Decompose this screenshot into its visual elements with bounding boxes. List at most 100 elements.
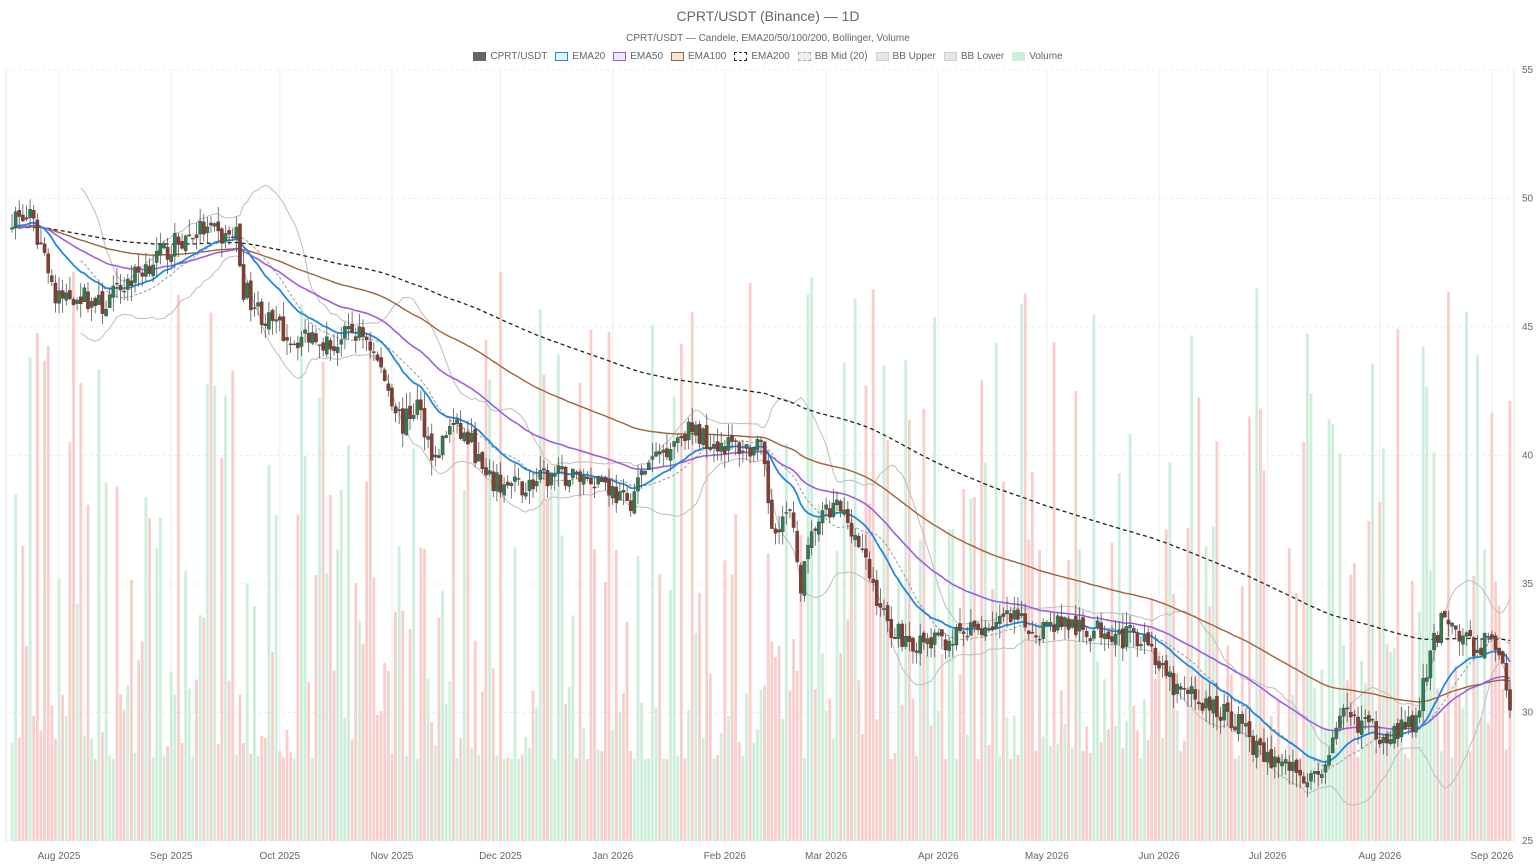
- candle-body: [13, 211, 18, 229]
- candle: [82, 283, 87, 302]
- volume-bar: [1342, 645, 1345, 841]
- candle: [462, 428, 467, 443]
- candle-body: [820, 510, 825, 524]
- chart-legend: CPRT/USDT EMA20 EMA50 EMA100 EMA200 BB Mid (2…: [0, 51, 1536, 62]
- volume-bar: [546, 499, 549, 841]
- volume-bar: [1135, 730, 1139, 841]
- candle-body: [57, 290, 61, 304]
- candle-body: [998, 615, 1002, 624]
- volume-bar: [1367, 520, 1371, 841]
- candle-body: [495, 472, 499, 492]
- candle-body: [437, 455, 441, 458]
- candle: [136, 254, 141, 288]
- volume-bar: [940, 654, 944, 841]
- volume-bar: [354, 582, 358, 841]
- candle: [874, 569, 879, 616]
- candle: [846, 501, 850, 530]
- candle: [1482, 632, 1487, 660]
- candle: [469, 418, 474, 444]
- candle-body: [874, 579, 879, 607]
- candle-body: [404, 408, 409, 436]
- candle: [1410, 710, 1415, 738]
- volume-bar: [430, 722, 434, 841]
- legend-item-ema50[interactable]: EMA50: [613, 51, 663, 62]
- legend-item-volume[interactable]: Volume: [1012, 51, 1063, 62]
- legend-item-bb-lower[interactable]: BB Lower: [943, 51, 1004, 62]
- volume-bar: [169, 671, 173, 841]
- volume-bar: [976, 759, 980, 841]
- candle: [173, 222, 177, 269]
- candle-body: [542, 468, 546, 471]
- candle: [1113, 620, 1118, 657]
- candle: [679, 435, 684, 447]
- candle-body: [346, 326, 351, 330]
- candle-body: [314, 333, 318, 343]
- candle-body: [571, 468, 575, 479]
- candle-body: [1073, 616, 1078, 635]
- candle-body: [618, 491, 622, 501]
- candle-body: [961, 631, 966, 634]
- legend-item-cprt-usdt[interactable]: CPRT/USDT: [473, 51, 547, 62]
- candle-body: [1490, 634, 1494, 639]
- candle: [592, 475, 597, 498]
- candle-body: [400, 408, 405, 434]
- candle: [1363, 709, 1368, 730]
- volume-bar: [1436, 688, 1440, 841]
- candle-body: [505, 481, 510, 486]
- candle-body: [201, 221, 206, 235]
- candle-body: [762, 441, 767, 465]
- legend-swatch: [555, 52, 569, 61]
- volume-bar: [1508, 400, 1512, 841]
- volume-bar: [1497, 605, 1501, 841]
- volume-bar: [1396, 328, 1400, 841]
- candle-body: [632, 491, 637, 514]
- candle-body: [487, 470, 492, 475]
- volume-bar: [640, 702, 643, 841]
- candle: [86, 282, 90, 313]
- candle: [571, 468, 575, 485]
- candle: [1077, 607, 1082, 642]
- volume-bar: [263, 737, 267, 841]
- volume-bar: [1096, 661, 1099, 841]
- legend-item-ema200[interactable]: EMA200: [734, 51, 790, 62]
- legend-item-bb-mid-20[interactable]: BB Mid (20): [797, 51, 868, 62]
- candle-body: [292, 343, 297, 346]
- volume-bar: [915, 756, 918, 841]
- candle: [53, 274, 58, 313]
- volume-bar: [1298, 757, 1302, 841]
- candle: [487, 459, 492, 477]
- candle-body: [1399, 719, 1404, 738]
- candle-body: [552, 474, 557, 477]
- candle: [368, 332, 373, 359]
- legend-item-bb-upper[interactable]: BB Upper: [875, 51, 936, 62]
- volume-bar: [727, 716, 730, 841]
- candle: [473, 422, 477, 468]
- candle: [697, 420, 702, 450]
- volume-bar: [173, 694, 177, 841]
- volume-bar: [459, 737, 463, 841]
- candle: [31, 205, 36, 232]
- candle: [1092, 627, 1096, 641]
- candle: [35, 213, 40, 250]
- volume-bar: [213, 385, 217, 841]
- candle-body: [1240, 714, 1245, 724]
- candle: [824, 497, 828, 517]
- volume-bar: [991, 588, 994, 841]
- candle: [867, 551, 872, 582]
- candle: [581, 468, 586, 496]
- volume-bar: [795, 670, 799, 841]
- volume-bar: [93, 759, 97, 841]
- candle-body: [1102, 633, 1107, 639]
- candle: [1327, 746, 1331, 770]
- candle-body: [1186, 689, 1190, 694]
- legend-item-ema20[interactable]: EMA20: [555, 51, 605, 62]
- candle: [1019, 600, 1024, 619]
- volume-bar: [1345, 680, 1349, 841]
- candle-body: [1301, 776, 1306, 784]
- x-tick-label: Oct 2025: [259, 851, 300, 862]
- volume-bar: [604, 581, 607, 841]
- legend-item-ema100[interactable]: EMA100: [671, 51, 726, 62]
- candle: [715, 428, 720, 461]
- candle: [216, 206, 221, 244]
